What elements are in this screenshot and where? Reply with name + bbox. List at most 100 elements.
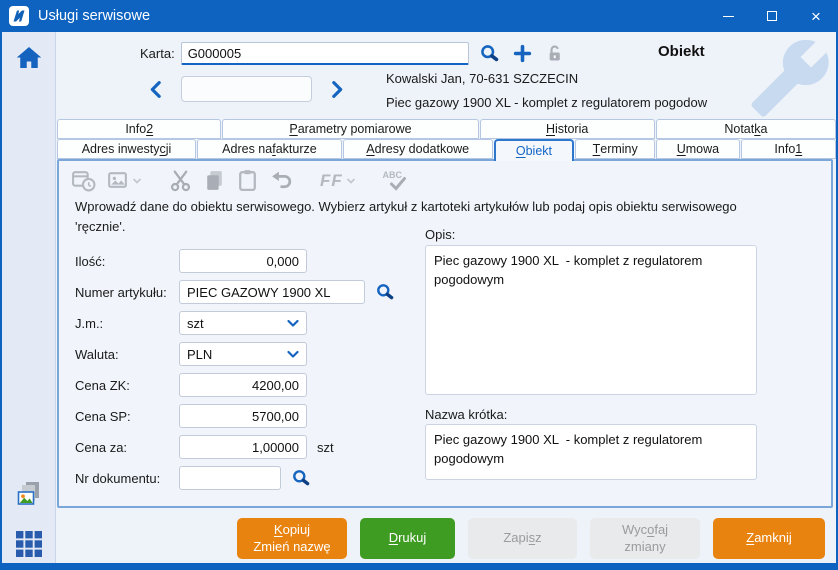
toolbar-datetime-button[interactable] [69, 166, 98, 195]
chevron-down-icon [132, 177, 142, 184]
kopiuj-zmien-nazwe-button[interactable]: Kopiuj Zmień nazwę [237, 518, 347, 559]
chevron-right-icon [332, 80, 343, 98]
paste-icon [239, 170, 256, 192]
sidebar [2, 32, 56, 563]
cena-za-unit: szt [317, 439, 334, 455]
search-icon [480, 45, 498, 62]
instruction-text: Wprowadź dane do obiektu serwisowego. Wy… [75, 199, 737, 235]
card-search-button[interactable] [478, 42, 501, 65]
window-title: Usługi serwisowe [38, 8, 151, 24]
search-icon [377, 284, 394, 300]
toolbar-insert-image-button[interactable] [104, 167, 144, 194]
toolbar-undo-button[interactable] [267, 167, 296, 194]
field-row-cena-zk: Cena ZK: [75, 373, 307, 397]
nazwa-krotka-textarea[interactable]: Piec gazowy 1900 XL - komplet z regulato… [425, 424, 757, 480]
wycofaj-zmiany-button[interactable]: Wycofaj zmiany [590, 518, 700, 559]
zapisz-button[interactable]: Zapisz [468, 518, 577, 559]
jm-select-value[interactable] [179, 311, 307, 335]
tab-notatka[interactable]: Notat k a [655, 119, 837, 139]
card-row: Karta: [140, 42, 565, 65]
footer-buttons: Kopiuj Zmień nazwę Drukuj Zapisz Wycofaj z… [237, 518, 825, 559]
tab-info-2[interactable]: Info 2 [57, 119, 222, 139]
field-row-jm: J.m.: [75, 311, 307, 335]
format-toolbar: FF ABC [69, 166, 411, 195]
dokument-search-button[interactable] [290, 467, 312, 489]
minimize-icon [722, 15, 734, 17]
toolbar-paste-button[interactable] [234, 166, 261, 195]
datetime-icon [72, 171, 96, 192]
export-image-button[interactable] [2, 480, 56, 508]
window-border-right [836, 0, 838, 570]
wrench-icon [748, 36, 832, 125]
waluta-select[interactable] [179, 342, 307, 366]
maximize-icon [767, 11, 777, 21]
nr-dokumentu-input[interactable] [179, 466, 281, 490]
bottom-accent-bar [0, 563, 838, 570]
drukuj-button[interactable]: Drukuj [360, 518, 455, 559]
tab-info-1[interactable]: Info 1 [740, 139, 836, 159]
home-icon [16, 47, 42, 68]
field-row-waluta: Waluta: [75, 342, 307, 366]
nav-prev-button[interactable] [146, 78, 165, 101]
field-label: Cena za: [75, 439, 128, 455]
undo-icon [272, 171, 292, 189]
nav-next-button[interactable] [328, 78, 347, 101]
cena-zk-input[interactable] [179, 373, 307, 397]
spellcheck-icon: ABC [382, 170, 406, 191]
insert-image-icon [108, 172, 127, 188]
tab-content-panel: FF ABC Wprowadź dane do obiektu serwisow… [57, 159, 833, 508]
field-label: Ilość: [75, 253, 106, 269]
field-label: Numer artykułu: [75, 284, 167, 300]
nav-position-input[interactable] [181, 76, 312, 102]
plus-icon [513, 44, 531, 63]
toolbar-copy-button[interactable] [201, 166, 228, 195]
field-row-cena-za: Cena za: szt [75, 435, 334, 459]
field-label: Cena ZK: [75, 377, 130, 393]
card-label: Karta: [140, 46, 175, 61]
cut-icon [170, 170, 191, 192]
chevron-left-icon [150, 80, 161, 98]
tab-adres-na-fakturze[interactable]: Adres na f akturze [197, 139, 342, 159]
field-label: J.m.: [75, 315, 104, 331]
app-logo-icon [9, 6, 29, 26]
toolbar-cut-button[interactable] [166, 166, 195, 195]
toolbar-font-button[interactable]: FF [318, 170, 358, 191]
jm-select[interactable] [179, 311, 307, 335]
window-border-left [0, 0, 2, 570]
zamknij-button[interactable]: Zamknij [713, 518, 825, 559]
artykul-search-button[interactable] [374, 281, 396, 303]
maximize-button[interactable] [750, 0, 794, 32]
close-icon: × [811, 6, 821, 26]
object-header-label: Obiekt [658, 43, 705, 60]
add-card-button[interactable] [511, 42, 534, 65]
minimize-button[interactable] [706, 0, 750, 32]
field-row-cena-sp: Cena SP: [75, 404, 307, 428]
waluta-select-value[interactable] [179, 342, 307, 366]
font-icon: FF [320, 171, 343, 190]
opis-label: Opis: [425, 227, 456, 242]
customer-info-line: Kowalski Jan, 70-631 SZCZECIN [386, 71, 579, 86]
numer-artykulu-input[interactable] [179, 280, 365, 304]
grid-icon [16, 531, 42, 557]
toolbar-spellcheck-button[interactable]: ABC [380, 167, 411, 195]
chevron-down-icon [346, 177, 355, 184]
home-button[interactable] [2, 44, 56, 72]
titlebar: Usługi serwisowe × [0, 0, 838, 32]
close-button[interactable]: × [794, 0, 838, 32]
opis-textarea[interactable]: Piec gazowy 1900 XL - komplet z regulato… [425, 245, 757, 395]
card-number-input[interactable] [180, 42, 469, 65]
ilosc-input[interactable] [179, 249, 307, 273]
cena-za-input[interactable] [179, 435, 307, 459]
tab-adres-inwestycji[interactable]: Adres inwesty c ji [57, 139, 197, 159]
cena-sp-input[interactable] [179, 404, 307, 428]
lock-button[interactable] [544, 42, 565, 65]
apps-grid-button[interactable] [2, 530, 56, 558]
